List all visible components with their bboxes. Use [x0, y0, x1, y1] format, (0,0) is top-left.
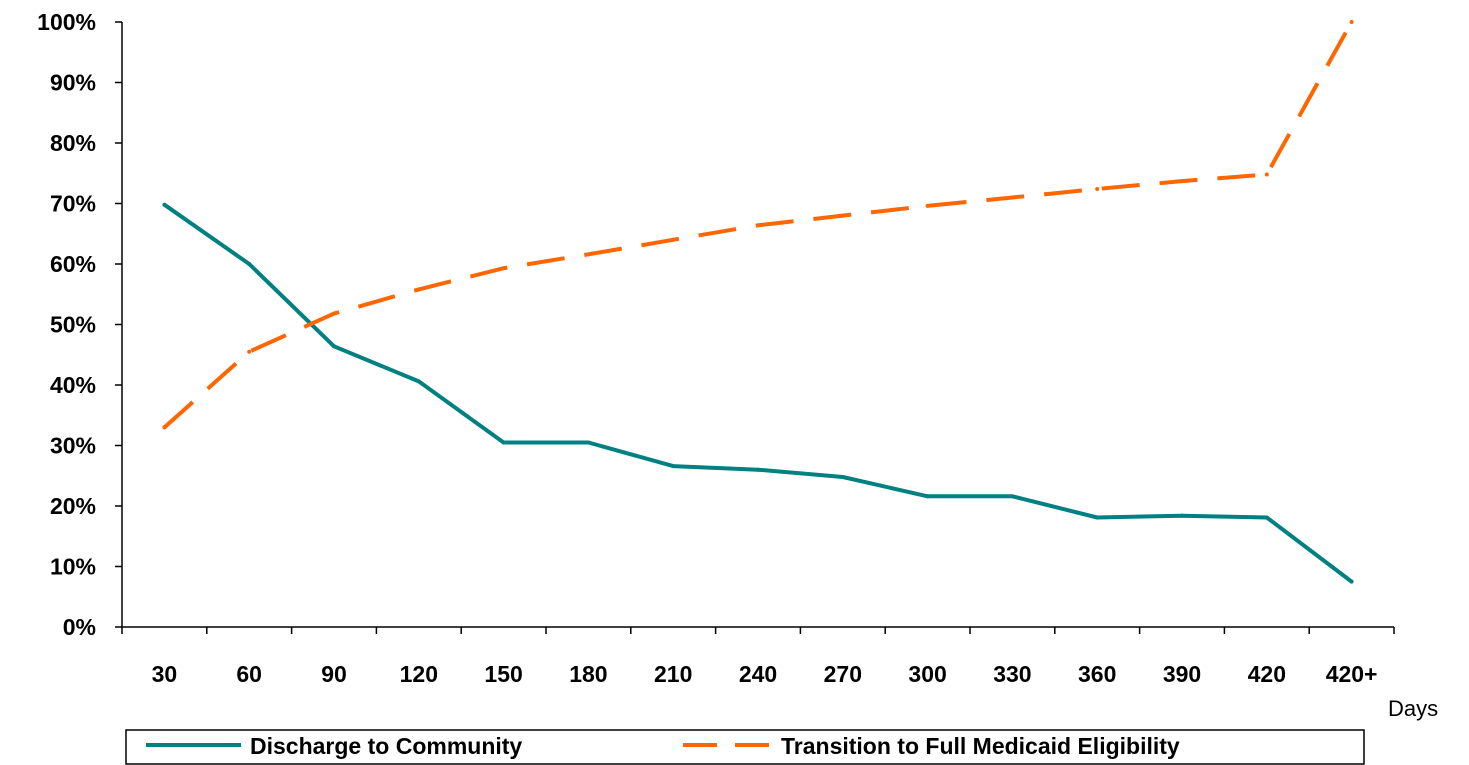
x-tick-label: 240 [739, 661, 777, 687]
data-point [586, 252, 591, 257]
x-tick-label: 90 [321, 661, 347, 687]
y-tick-label: 40% [50, 372, 96, 398]
y-tick-label: 100% [37, 9, 96, 35]
data-point [756, 467, 760, 472]
data-point [1180, 179, 1184, 184]
data-point [1349, 579, 1354, 584]
x-tick-label: 420+ [1326, 661, 1378, 687]
x-tick-label: 150 [484, 661, 522, 687]
y-tick-label: 20% [50, 493, 96, 519]
data-point [671, 464, 676, 469]
y-tick-label: 90% [50, 70, 96, 96]
series-line-discharge-to-community [163, 203, 1353, 584]
data-point [501, 266, 506, 271]
data-point [1264, 172, 1269, 177]
x-tick-label: 330 [993, 661, 1031, 687]
data-point [162, 202, 167, 207]
y-tick-label: 30% [50, 433, 96, 459]
data-point [1095, 186, 1100, 191]
data-point [247, 262, 252, 266]
data-point [586, 440, 591, 445]
data-point [247, 349, 252, 354]
x-tick-label: 420 [1248, 661, 1286, 687]
legend-label-discharge: Discharge to Community [250, 733, 522, 759]
x-tick-label: 360 [1078, 661, 1116, 687]
y-tick-label: 50% [50, 312, 96, 338]
data-point [416, 379, 421, 384]
data-point [756, 223, 760, 228]
legend: Discharge to Community Transition to Ful… [125, 729, 1365, 765]
data-point [501, 440, 506, 445]
x-tick-label: 180 [569, 661, 607, 687]
data-point [416, 287, 421, 292]
y-tick-label: 70% [50, 191, 96, 217]
data-point [332, 311, 336, 316]
data-point [1349, 20, 1354, 24]
x-tick-label: 210 [654, 661, 692, 687]
x-tick-label: 300 [908, 661, 946, 687]
data-point [1095, 515, 1100, 520]
x-axis-ticks: 30 60 90 120 150 180 210 240 270 300 330 360 390 420 4… [121, 627, 1395, 687]
x-tick-label: 30 [152, 661, 178, 687]
y-axis-ticks: 0% 10% 20% 30% 40% 50% 60% 70% 80% 90% 100% [37, 9, 122, 640]
x-tick-label: 270 [824, 661, 862, 687]
data-point [671, 237, 676, 242]
y-tick-label: 10% [50, 554, 96, 580]
data-point [1264, 515, 1269, 520]
data-point [925, 203, 930, 208]
y-tick-label: 0% [63, 614, 96, 640]
data-point [1180, 513, 1184, 518]
x-tick-label: 60 [236, 661, 262, 687]
x-tick-label: 390 [1163, 661, 1201, 687]
data-point [1010, 494, 1015, 499]
y-tick-label: 80% [50, 130, 96, 156]
x-tick-label: 120 [400, 661, 438, 687]
data-point [925, 494, 930, 499]
series-lines [162, 20, 1354, 584]
data-point [840, 474, 845, 479]
y-tick-label: 60% [50, 251, 96, 277]
plot-area: 0% 10% 20% 30% 40% 50% 60% 70% 80% 90% 100% 30 60 90… [37, 9, 1395, 687]
x-axis-unit-label: Days [1388, 696, 1438, 721]
data-point [1010, 195, 1015, 200]
legend-label-transition: Transition to Full Medicaid Eligibility [781, 733, 1180, 759]
data-point [162, 425, 167, 430]
data-point [332, 344, 336, 349]
data-point [840, 213, 845, 218]
